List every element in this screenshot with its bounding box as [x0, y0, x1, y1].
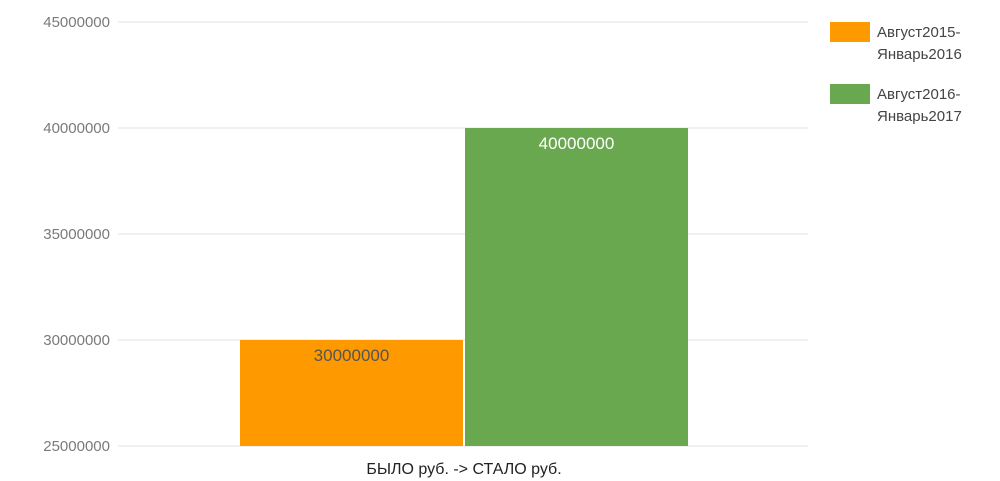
y-tick-label-1: 30000000 — [43, 332, 110, 349]
bar-2 — [465, 128, 688, 446]
bar-data-labels: 30000000 40000000 — [314, 134, 615, 365]
grid-layer — [118, 21, 808, 447]
legend-label-1-line-1: Август2015- — [877, 24, 961, 41]
bars — [240, 128, 688, 446]
legend: Август2015- Январь2016 Август2016- Январь20… — [830, 22, 962, 125]
bar-1 — [240, 340, 463, 446]
y-tick-label-2: 35000000 — [43, 226, 110, 243]
y-axis-ticks: 25000000 30000000 35000000 40000000 45000000 — [43, 14, 110, 455]
x-category-label-0: БЫЛО руб. -> СТАЛО руб. — [366, 461, 561, 478]
bar-2-data-label: 40000000 — [539, 134, 615, 153]
legend-label-2-line-1: Август2016- — [877, 86, 961, 103]
legend-label-1-line-2: Январь2016 — [877, 46, 962, 63]
legend-swatch-2 — [830, 84, 870, 104]
legend-swatch-1 — [830, 22, 870, 42]
y-tick-label-0: 25000000 — [43, 438, 110, 455]
legend-label-2-line-2: Январь2017 — [877, 108, 962, 125]
bar-1-data-label: 30000000 — [314, 346, 390, 365]
x-axis-categories: БЫЛО руб. -> СТАЛО руб. — [366, 461, 561, 478]
y-tick-label-3: 40000000 — [43, 120, 110, 137]
y-tick-label-4: 45000000 — [43, 14, 110, 31]
